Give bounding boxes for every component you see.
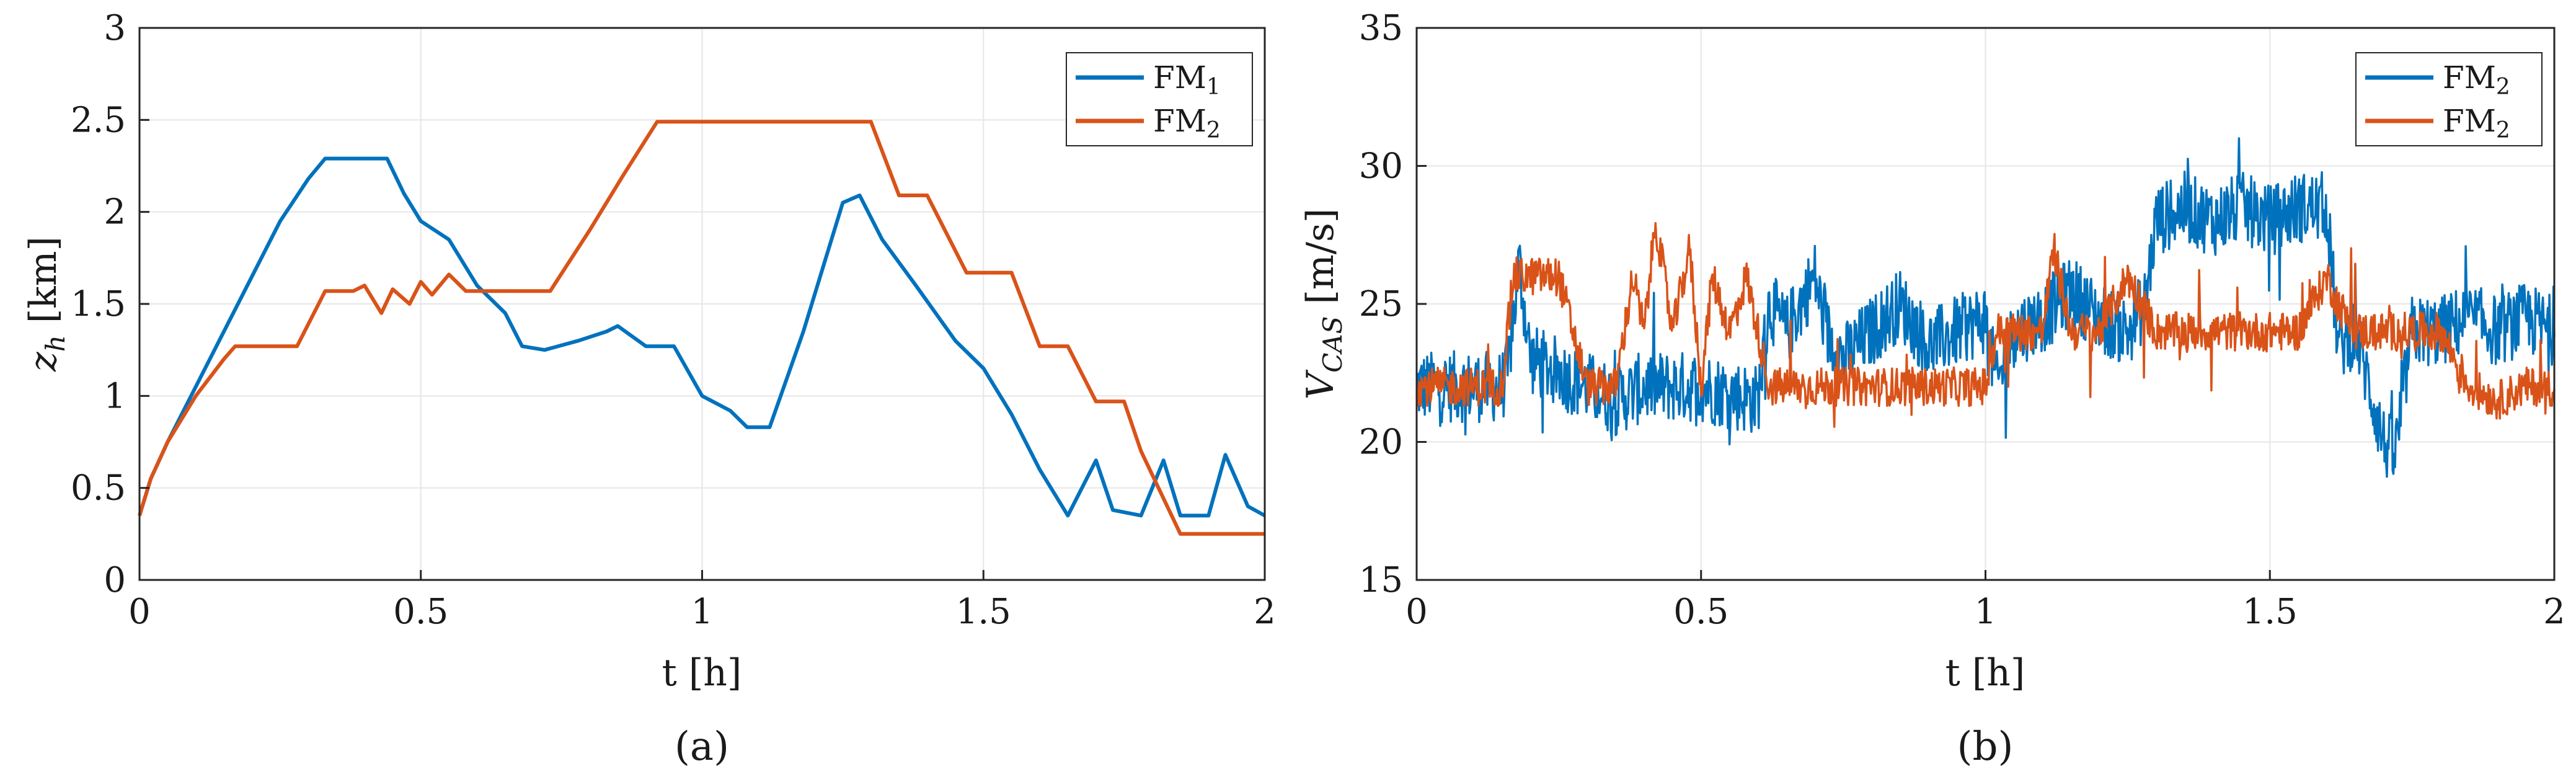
y-tick-label: 20 (1359, 422, 1403, 463)
y-tick-label: 1 (104, 376, 126, 416)
series-line-b-2 (1415, 222, 2556, 428)
y-tick-label: 2.5 (71, 100, 126, 140)
x-tick-label: 2 (2543, 592, 2565, 632)
y-tick-label: 30 (1359, 146, 1403, 187)
y-tick-label: 2 (104, 192, 126, 233)
x-tick-label: 0.5 (1673, 592, 1728, 632)
legend-box-a (1066, 52, 1253, 146)
x-tick-label: 1 (1975, 592, 1997, 632)
caption-a: (a) (675, 724, 729, 770)
legend-label-b-1: FM2 (2443, 60, 2510, 100)
x-tick-label: 1.5 (956, 592, 1011, 632)
x-tick-label: 0 (128, 592, 151, 632)
chart-panel-a: 0 0.5 1 1.5 2 0 0.5 1 1.5 2 2.5 3 t [h] zh [km] (a… (22, 8, 1276, 770)
x-tick-label: 1 (691, 592, 714, 632)
y-tick-label: 15 (1359, 560, 1403, 600)
y-axis-label-a: zh [km] (22, 236, 71, 372)
legend-b: FM2 FM2 (2355, 52, 2543, 146)
series-line-b-1 (1415, 137, 2556, 478)
caption-b: (b) (1957, 724, 2014, 770)
series-line-a-1 (138, 156, 1266, 518)
x-tick-label: 0.5 (393, 592, 448, 632)
series-line-a-2 (138, 120, 1265, 536)
x-tick-label: 2 (1254, 592, 1276, 632)
y-tick-label: 1.5 (71, 284, 126, 324)
x-axis-label-a: t [h] (662, 651, 742, 695)
x-axis-label-b: t [h] (1945, 651, 2025, 695)
legend-label-b-2: FM2 (2443, 103, 2510, 143)
y-tick-label: 25 (1359, 284, 1403, 324)
y-tick-label: 0.5 (71, 468, 126, 509)
y-tick-label: 0 (104, 560, 126, 600)
chart-panel-b: 0 0.5 1 1.5 2 15 20 25 30 35 t [h] VCAS [m/s] (b… (1299, 8, 2565, 770)
y-axis-label-b: VCAS [m/s] (1299, 208, 1348, 399)
legend-label-a-2: FM2 (1153, 103, 1221, 143)
y-tick-label: 3 (104, 8, 126, 48)
legend-box-b (2355, 52, 2543, 146)
x-tick-label: 1.5 (2242, 592, 2298, 632)
y-tick-label: 35 (1359, 8, 1403, 48)
legend-a: FM1 FM2 (1066, 52, 1253, 146)
legend-label-a-1: FM1 (1153, 60, 1221, 100)
x-tick-label: 0 (1405, 592, 1428, 632)
